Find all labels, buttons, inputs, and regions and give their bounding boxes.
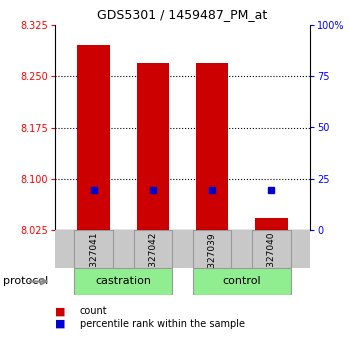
Text: GSM1327041: GSM1327041 xyxy=(89,232,98,293)
Text: percentile rank within the sample: percentile rank within the sample xyxy=(79,319,245,329)
Text: GSM1327040: GSM1327040 xyxy=(267,232,276,293)
Bar xyxy=(74,230,113,268)
Title: GDS5301 / 1459487_PM_at: GDS5301 / 1459487_PM_at xyxy=(97,8,268,21)
Bar xyxy=(134,230,172,268)
Text: protocol: protocol xyxy=(4,277,49,286)
Bar xyxy=(193,268,291,295)
Text: control: control xyxy=(223,277,261,286)
Bar xyxy=(196,62,229,230)
Bar xyxy=(74,268,172,295)
Text: count: count xyxy=(79,306,107,316)
Bar xyxy=(255,218,288,230)
Bar xyxy=(193,230,231,268)
Text: ■: ■ xyxy=(55,306,65,316)
Text: GSM1327039: GSM1327039 xyxy=(208,232,217,293)
Text: GSM1327042: GSM1327042 xyxy=(148,232,158,292)
Bar xyxy=(77,45,110,230)
Text: castration: castration xyxy=(95,277,151,286)
Text: ■: ■ xyxy=(55,319,65,329)
Bar xyxy=(252,230,291,268)
Bar xyxy=(136,62,169,230)
